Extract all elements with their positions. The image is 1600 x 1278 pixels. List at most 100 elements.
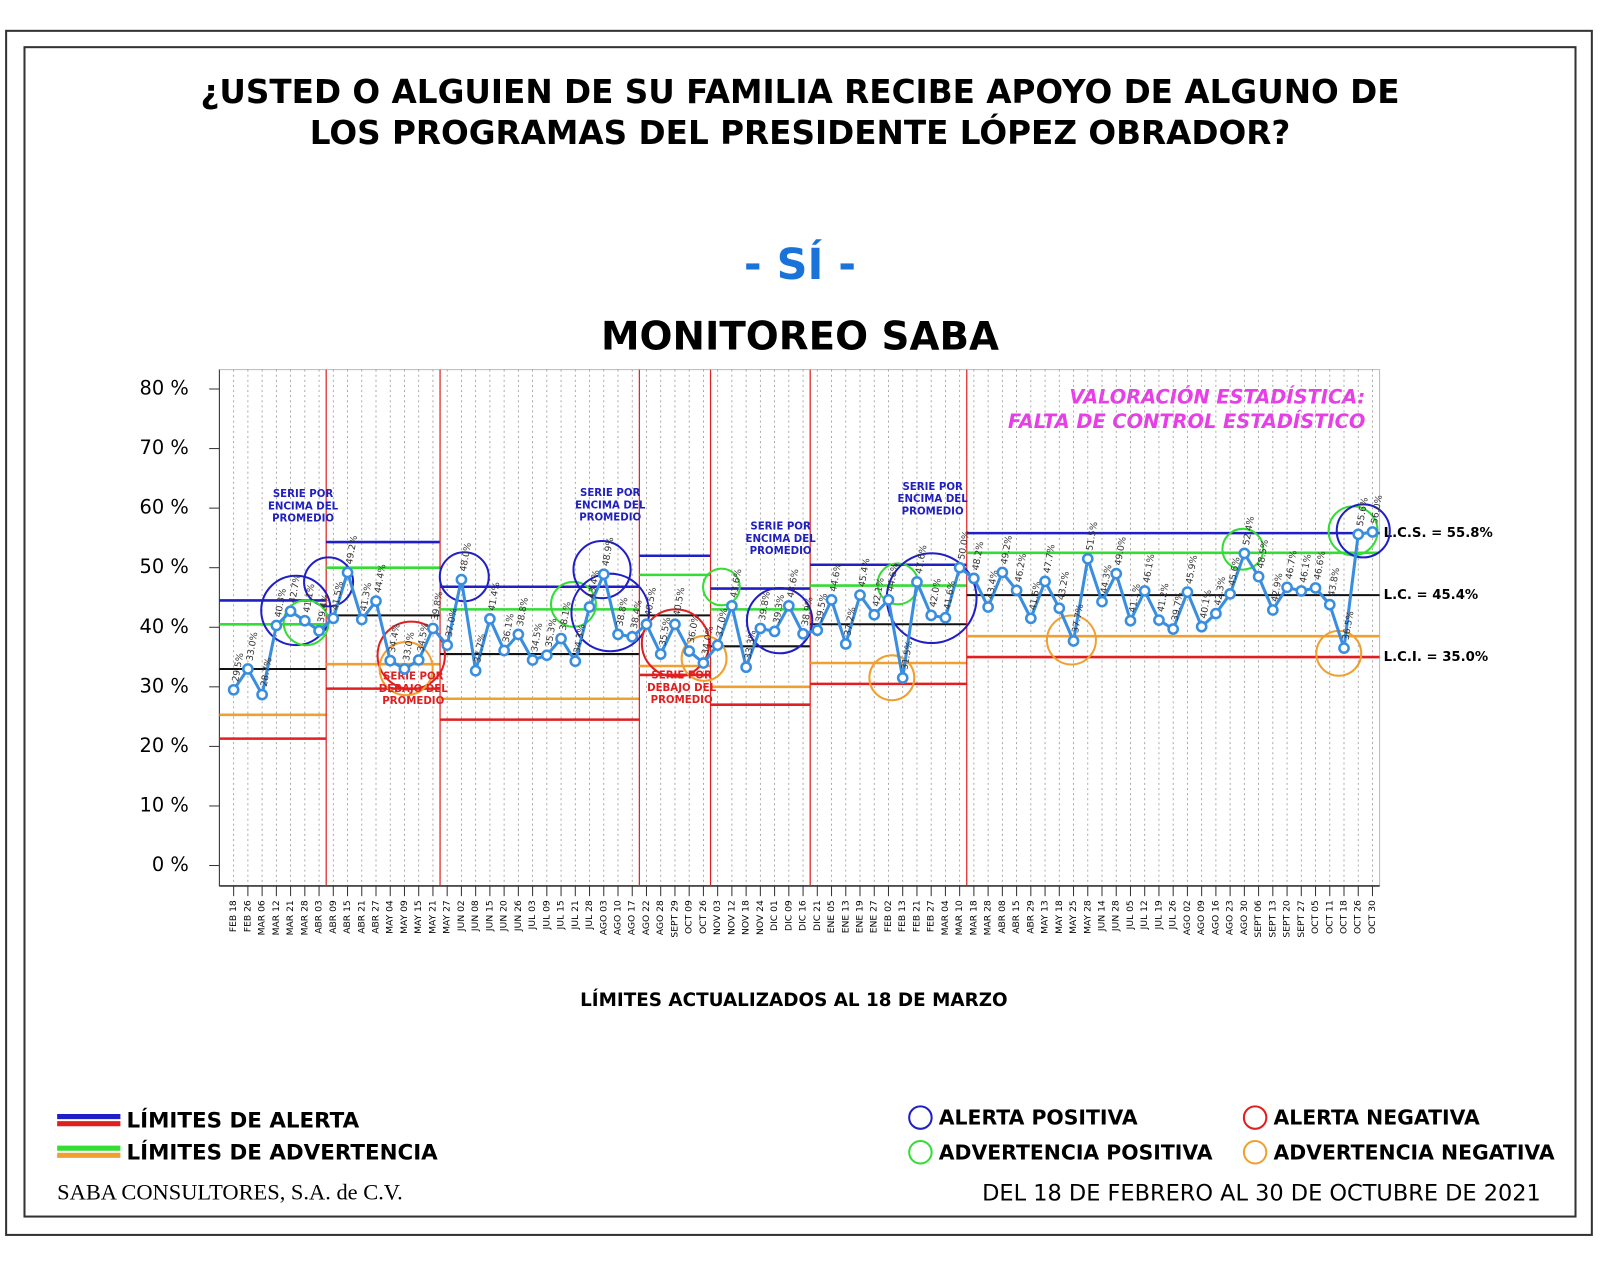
x-note: LÍMITES ACTUALIZADOS AL 18 DE MARZO	[580, 989, 1008, 1011]
point	[811, 624, 824, 637]
point	[640, 618, 653, 631]
legend-circle	[908, 1105, 933, 1130]
data-label: 44.6%	[885, 562, 901, 593]
legend-label: LÍMITES DE ALERTA	[127, 1108, 360, 1134]
data-label: 48.0%	[458, 542, 474, 573]
highlight-circle	[376, 620, 446, 691]
x-tick-label: OCT 18	[1339, 900, 1350, 934]
point	[498, 644, 510, 657]
title-line: ¿USTED O ALGUIEN DE SU FAMILIA RECIBE AP…	[200, 73, 1399, 111]
highlight-circle	[572, 540, 632, 600]
x-tick-label: ABR 21	[356, 900, 367, 934]
data-label: 36.0%	[686, 613, 702, 644]
x-tick-label: ABR 03	[314, 900, 325, 934]
x-tick-label: ABR 08	[997, 900, 1008, 934]
x-tick-label: OCT 11	[1324, 900, 1335, 934]
point	[1195, 620, 1208, 633]
x-tick-label: ENE 27	[869, 900, 880, 933]
x-tick-label: JUN 14	[1097, 900, 1108, 932]
x-tick-label: MAR 28	[983, 900, 994, 935]
data-label: 29.5%	[230, 652, 246, 683]
data-label: 46.2%	[1013, 552, 1029, 583]
point	[1224, 588, 1236, 600]
data-label: 50.0%	[956, 530, 972, 561]
note: SERIE POR ENCIMA DEL PROMEDIO	[575, 488, 646, 523]
point	[540, 649, 553, 662]
x-tick-label: ENE 05	[826, 900, 837, 933]
point	[1053, 602, 1066, 615]
y-tick-label: 10 %	[140, 793, 189, 816]
data-label: 45.6%	[1227, 556, 1243, 587]
data-label: 36.5%	[1341, 610, 1357, 641]
point	[526, 654, 539, 666]
point	[469, 664, 482, 677]
x-tick-label: SEPT 13	[1267, 900, 1278, 938]
point	[1352, 528, 1365, 541]
highlight-circle	[1045, 614, 1097, 666]
point	[683, 645, 696, 657]
data-label: 35.3%	[543, 617, 559, 648]
x-tick-label: MAR 10	[954, 900, 965, 935]
point	[1295, 585, 1308, 597]
assessment: VALORACIÓN ESTADÍSTICA:	[1069, 385, 1365, 409]
data-label: 34.5%	[529, 622, 545, 653]
x-tick-label: JUL 28	[584, 900, 595, 930]
point	[669, 618, 681, 631]
x-tick-label: AGO 17	[627, 900, 638, 935]
highlight-circle	[1335, 503, 1391, 559]
point	[270, 619, 283, 632]
data-label: 55.6%	[1355, 496, 1371, 527]
x-tick-label: MAR 21	[285, 900, 296, 935]
x-tick-label: AGO 28	[655, 900, 666, 935]
highlight-circle	[570, 572, 651, 653]
point	[355, 613, 368, 626]
data-label: 41.1%	[301, 583, 317, 614]
x-tick-label: JUL 21	[570, 900, 581, 930]
x-tick-label: MAY 13	[1040, 900, 1051, 934]
x-tick-label: MAY 25	[1068, 900, 1079, 934]
data-label: 51.5%	[1084, 521, 1100, 552]
limit-label: L.C.S. = 55.8%	[1384, 526, 1493, 541]
data-label: 41.6%	[942, 580, 958, 611]
data-label: 44.6%	[828, 562, 844, 593]
x-tick-label: DIC 16	[798, 900, 809, 931]
data-label: 34.3%	[572, 623, 588, 654]
x-tick-label: AGO 23	[1225, 900, 1236, 935]
point	[925, 609, 938, 622]
point	[327, 612, 340, 625]
data-label: 37.0%	[444, 607, 460, 638]
point	[968, 572, 980, 585]
x-tick-label: FEB 21	[911, 900, 922, 932]
point	[953, 561, 966, 574]
highlight-circle	[260, 574, 332, 647]
data-label: 47.7%	[1042, 543, 1058, 574]
legend-label: ALERTA NEGATIVA	[1273, 1106, 1480, 1130]
point	[1309, 582, 1322, 594]
point	[1238, 547, 1251, 560]
point	[1067, 635, 1080, 647]
point	[427, 622, 439, 635]
x-tick-label: AGO 30	[1239, 900, 1250, 935]
point	[398, 663, 411, 675]
point	[896, 672, 909, 684]
data-label: 46.1%	[1298, 553, 1314, 584]
x-tick-label: DIC 01	[769, 900, 780, 931]
x-tick-label: SEPT 20	[1282, 900, 1293, 938]
data-label: 37.2%	[842, 606, 858, 637]
data-label: 41.4%	[487, 581, 503, 612]
point	[597, 568, 610, 581]
point	[341, 566, 354, 579]
data-label: 40.5%	[643, 586, 659, 617]
x-tick-label: SEPT 27	[1296, 900, 1307, 938]
point	[1181, 586, 1194, 598]
x-tick-label: MAR 06	[257, 900, 268, 935]
data-label: 39.8%	[430, 590, 446, 621]
data-label: 42.0%	[928, 577, 944, 608]
x-tick-label: DIC 21	[812, 900, 823, 931]
data-label: 43.8%	[1326, 567, 1342, 598]
data-label: 48.9%	[600, 536, 616, 567]
point	[555, 632, 567, 645]
point	[711, 639, 724, 652]
y-tick-label: 60 %	[140, 496, 189, 519]
x-tick-label: OCT 26	[698, 900, 709, 934]
